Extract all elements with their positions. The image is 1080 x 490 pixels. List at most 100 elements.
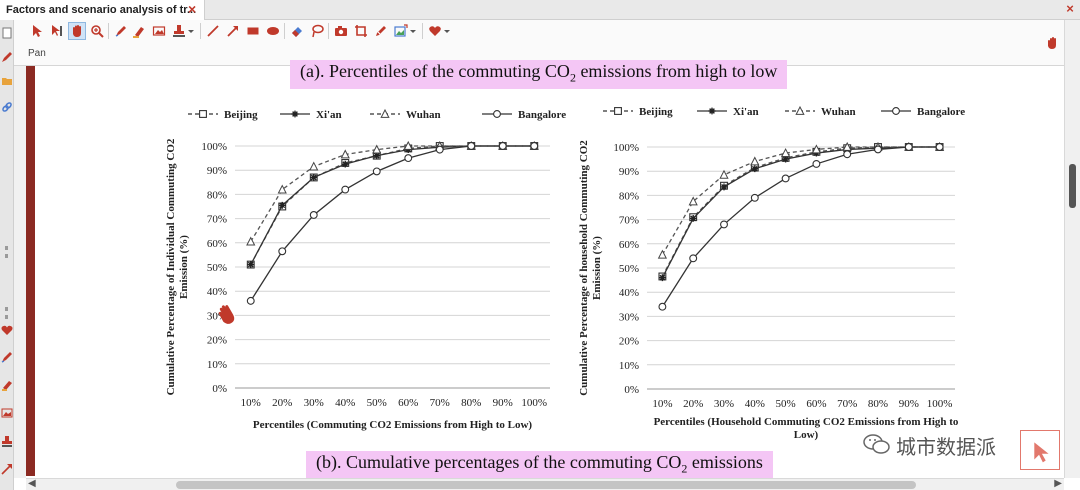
pen-icon[interactable] (112, 22, 130, 40)
panel-resize-handle[interactable] (5, 246, 8, 258)
pan-hand-icon[interactable] (68, 22, 86, 40)
marker-icon[interactable] (372, 22, 390, 40)
data-point (246, 236, 256, 246)
scroll-right-icon[interactable]: ▶ (1054, 478, 1062, 489)
y-tick-label: 10% (207, 359, 227, 371)
data-point (309, 211, 318, 219)
x-axis-label: Percentiles (Household Commuting CO2 Emi… (654, 416, 959, 428)
insert-image-icon[interactable] (392, 22, 410, 40)
stamp-icon[interactable] (1, 434, 13, 447)
page-icon[interactable] (1, 26, 13, 39)
series-line (661, 146, 940, 277)
y-axis-label-continued: Emission (%) (178, 235, 190, 299)
pen-icon[interactable] (1, 50, 13, 62)
x-tick-label: 100% (521, 397, 547, 409)
line-icon[interactable] (204, 22, 222, 40)
series-beijing (246, 142, 539, 269)
lasso-icon[interactable] (308, 22, 326, 40)
y-tick-label: 60% (619, 239, 639, 251)
pan-hand-icon[interactable] (1044, 35, 1062, 51)
x-tick-label: 70% (430, 397, 450, 409)
wechat-logo-icon (862, 432, 892, 456)
watermark-text: 城市数据派 (896, 435, 996, 459)
legend-item: Wuhan (370, 108, 441, 121)
legend-label: Bangalore (518, 109, 566, 121)
horizontal-scroll-thumb[interactable] (176, 481, 916, 489)
data-point (404, 154, 413, 163)
vertical-scrollbar[interactable] (1064, 20, 1080, 478)
panel-resize-handle[interactable] (5, 307, 8, 319)
crop-icon[interactable] (352, 22, 370, 40)
scroll-left-icon[interactable]: ◀ (28, 478, 36, 489)
data-point (467, 142, 476, 150)
y-tick-label: 70% (207, 214, 227, 226)
rectangle-icon[interactable] (244, 22, 262, 40)
link-icon[interactable] (1, 100, 13, 112)
toolbar-separator (108, 23, 109, 39)
highlighter-icon[interactable] (130, 22, 148, 40)
image-icon[interactable] (1, 406, 13, 418)
data-point (659, 274, 666, 282)
data-point (750, 156, 760, 166)
window-close-icon[interactable]: × (1066, 1, 1074, 16)
x-tick-label: 50% (776, 398, 796, 410)
eraser-icon[interactable] (288, 22, 306, 40)
data-point (403, 140, 413, 150)
data-point (435, 145, 444, 154)
legend-swatch-marker (199, 110, 207, 118)
x-tick-label: 80% (868, 398, 888, 410)
heart-icon[interactable] (1, 323, 13, 335)
horizontal-scrollbar[interactable]: ◀ ▶ (26, 478, 1064, 490)
series-line (250, 145, 535, 302)
dropdown-icon[interactable] (442, 22, 452, 40)
caption-b-suffix: emissions (687, 452, 763, 472)
data-point (341, 185, 350, 194)
legend-swatch-marker (380, 108, 390, 118)
y-tick-label: 80% (207, 189, 227, 201)
pen-icon[interactable] (1, 350, 13, 363)
x-tick-label: 90% (899, 398, 919, 410)
tab-close-icon[interactable]: × (188, 1, 197, 17)
image-icon[interactable] (150, 22, 168, 40)
select-arrow-icon[interactable] (28, 22, 46, 40)
data-point (782, 155, 789, 163)
legend-swatch-marker (708, 107, 716, 115)
series-xian (247, 142, 538, 268)
document-tab[interactable]: Factors and scenario analysis of tr... × (0, 0, 205, 20)
legend-item: Xi'an (697, 106, 759, 118)
select-text-icon[interactable] (48, 22, 66, 40)
data-point (340, 149, 350, 159)
caption-b-subscript: 2 (681, 461, 688, 476)
toolbar-separator (328, 23, 329, 39)
x-tick-label: 30% (304, 397, 324, 409)
vertical-scroll-thumb[interactable] (1069, 164, 1076, 208)
toolbar-separator (422, 23, 423, 39)
camera-icon[interactable] (332, 22, 350, 40)
folder-icon[interactable] (1, 74, 13, 86)
legend-label: Beijing (224, 109, 258, 121)
chart-household-emissions: 0% 10% 20% 30% 40% 50% 60% 70% 80% 90% 100% 10% 20% 3… (578, 105, 965, 441)
dropdown-icon[interactable] (186, 22, 196, 40)
highlighter-icon[interactable] (1, 378, 13, 391)
toolbar-separator (200, 23, 201, 39)
arrow-icon[interactable] (1, 462, 13, 475)
series-wuhan (246, 140, 539, 246)
zoom-icon[interactable] (88, 22, 106, 40)
pointer-badge-icon[interactable] (1020, 430, 1060, 470)
legend-swatch-marker (892, 107, 900, 115)
heart-icon[interactable] (426, 22, 444, 40)
data-point (277, 184, 287, 194)
chart-individual-emissions: 0%10%20%30%40%50%60%70%80%90%100%10% 20% 3… (165, 108, 566, 431)
stamp-icon[interactable] (170, 22, 188, 40)
x-tick-label: 10% (241, 397, 261, 409)
ellipse-icon[interactable] (264, 22, 282, 40)
x-tick-label: 40% (335, 397, 355, 409)
y-tick-label: 0% (624, 384, 639, 396)
arrow-icon[interactable] (224, 22, 242, 40)
dropdown-icon[interactable] (408, 22, 418, 40)
legend-item: Bangalore (881, 106, 965, 118)
data-point (373, 152, 381, 160)
x-tick-label: 20% (272, 397, 292, 409)
y-tick-label: 100% (201, 141, 227, 153)
data-point (935, 143, 944, 151)
